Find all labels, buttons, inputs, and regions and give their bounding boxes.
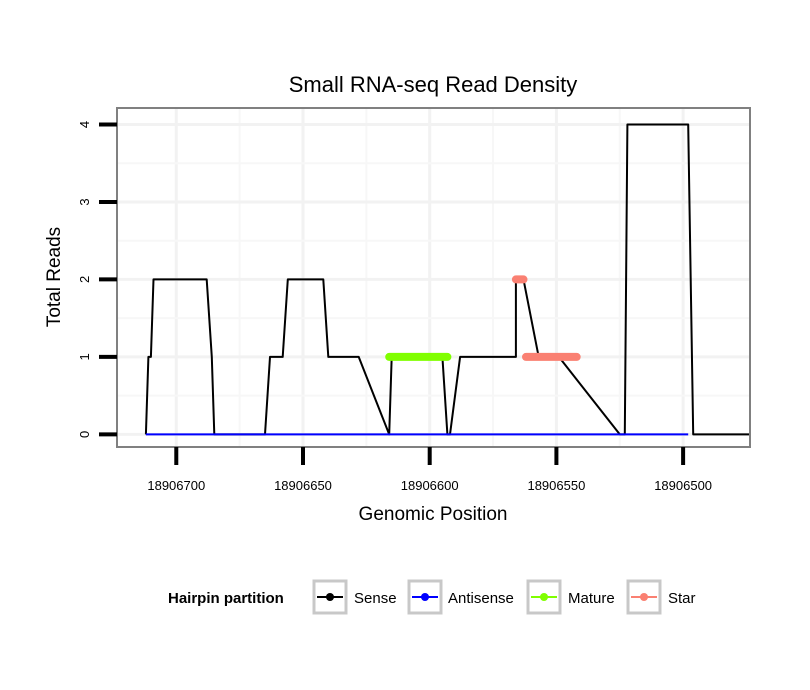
y-tick-label-3: 3 [77, 198, 92, 205]
x-tick-label-0: 18906700 [147, 478, 205, 493]
y-axis-title: Total Reads [44, 227, 65, 327]
grid [118, 109, 749, 446]
x-axis-title: Genomic Position [359, 504, 508, 525]
x-tick-label-1: 18906650 [274, 478, 332, 493]
legend-key-dot-0 [326, 593, 334, 601]
y-axis-ticks: 0 1 2 3 4 [77, 121, 117, 438]
y-tick-label-2: 2 [77, 276, 92, 283]
y-tick-label-1: 1 [77, 353, 92, 360]
legend-key-dot-2 [540, 593, 548, 601]
x-tick-label-2: 18906600 [401, 478, 459, 493]
y-tick-label-0: 0 [77, 431, 92, 438]
legend-key-dot-1 [421, 593, 429, 601]
y-tick-label-4: 4 [77, 121, 92, 128]
legend-key-dot-3 [640, 593, 648, 601]
legend-label-sense: Sense [354, 590, 397, 607]
x-tick-label-3: 18906550 [527, 478, 585, 493]
legend-label-star: Star [668, 590, 696, 607]
x-axis-ticks: 18906700 18906650 18906600 18906550 18906500 [147, 447, 712, 493]
chart-title: Small RNA-seq Read Density [289, 72, 578, 97]
x-tick-label-4: 18906500 [654, 478, 712, 493]
legend-title: Hairpin partition [168, 590, 284, 607]
legend-label-mature: Mature [568, 590, 615, 607]
legend: Sense Antisense Mature Star [312, 579, 696, 615]
legend-label-antisense: Antisense [448, 590, 514, 607]
series-lines [144, 123, 749, 436]
